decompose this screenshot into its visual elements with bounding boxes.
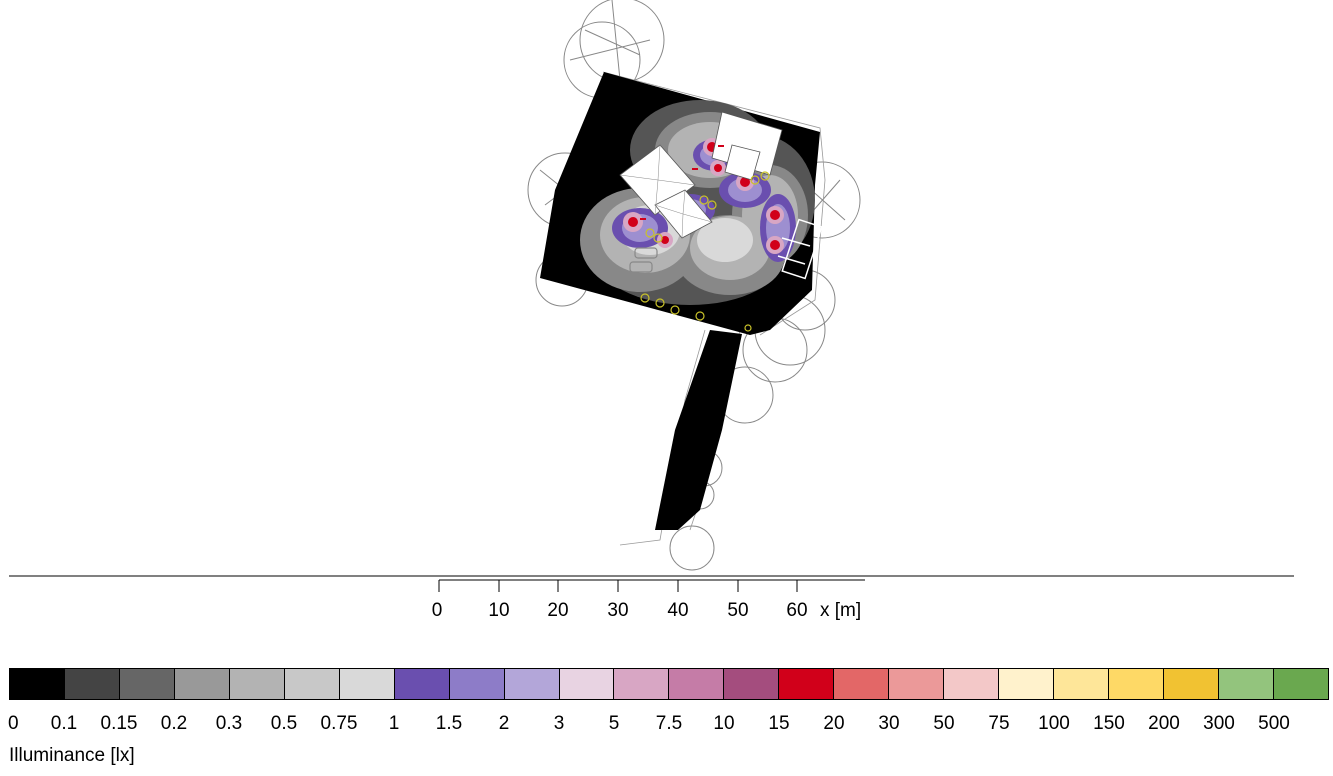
- legend-swatch: [174, 669, 230, 699]
- scale-tick-label: 50: [727, 600, 749, 621]
- legend-tick-label: 1.5: [435, 713, 463, 734]
- scale-tick-label: 20: [547, 600, 569, 621]
- legend-tick-label: 0.2: [160, 713, 188, 734]
- site-plan: [9, 0, 1294, 577]
- legend-tick-label: 75: [988, 713, 1010, 734]
- legend-tick-label: 10: [713, 713, 735, 734]
- legend-swatch: [944, 669, 1000, 699]
- legend-swatch: [1054, 669, 1110, 699]
- legend-tick-label: 15: [768, 713, 790, 734]
- legend-tick-label: 100: [1038, 713, 1070, 734]
- legend-swatch: [999, 669, 1055, 699]
- scale-tick-label: 10: [488, 600, 510, 621]
- legend-swatch: [504, 669, 560, 699]
- legend-tick-label: 0.3: [215, 713, 243, 734]
- legend-swatch: [834, 669, 890, 699]
- illuminance-legend-bar: [9, 668, 1329, 700]
- legend-swatch: [559, 669, 615, 699]
- legend-swatch: [449, 669, 505, 699]
- legend-tick-label: 2: [498, 713, 510, 734]
- legend-swatch: [394, 669, 450, 699]
- legend-swatch: [724, 669, 780, 699]
- legend-swatch: [1109, 669, 1165, 699]
- legend-title: Illuminance [lx]: [9, 745, 135, 766]
- legend-tick-label: 0.5: [270, 713, 298, 734]
- legend-swatch: [889, 669, 945, 699]
- legend-tick-label: 0: [7, 713, 19, 734]
- illuminance-area: [540, 72, 823, 530]
- legend-swatch: [1218, 669, 1274, 699]
- legend-tick-label: 20: [823, 713, 845, 734]
- legend-swatch: [119, 669, 175, 699]
- legend-tick-label: 5: [608, 713, 620, 734]
- legend-tick-label: 200: [1148, 713, 1180, 734]
- legend-tick-label: 1: [388, 713, 400, 734]
- legend-swatch: [229, 669, 285, 699]
- legend-swatch: [1164, 669, 1219, 699]
- legend-swatch: [1273, 669, 1328, 699]
- legend-swatch: [779, 669, 835, 699]
- legend-swatch: [10, 669, 65, 699]
- legend-tick-label: 0.15: [100, 713, 138, 734]
- legend-tick-label: 30: [878, 713, 900, 734]
- scale-tick-label: 40: [667, 600, 689, 621]
- legend-tick-label: 300: [1203, 713, 1235, 734]
- legend-tick-label: 150: [1093, 713, 1125, 734]
- scale-tick-label: 0: [431, 600, 443, 621]
- legend-swatch: [284, 669, 340, 699]
- legend-swatch: [64, 669, 120, 699]
- legend-tick-label: 3: [553, 713, 565, 734]
- legend-swatch: [614, 669, 670, 699]
- legend-swatch: [669, 669, 725, 699]
- scale-unit-label: x [m]: [820, 600, 862, 621]
- legend-tick-label: 7.5: [655, 713, 683, 734]
- legend-tick-label: 0.1: [50, 713, 78, 734]
- scale-tick-label: 30: [607, 600, 629, 621]
- legend-tick-label: 0.75: [320, 713, 358, 734]
- legend-swatch: [339, 669, 395, 699]
- scale-bar: [438, 579, 865, 592]
- legend-tick-label: 50: [933, 713, 955, 734]
- scale-tick-label: 60: [786, 600, 808, 621]
- legend-tick-label: 500: [1258, 713, 1290, 734]
